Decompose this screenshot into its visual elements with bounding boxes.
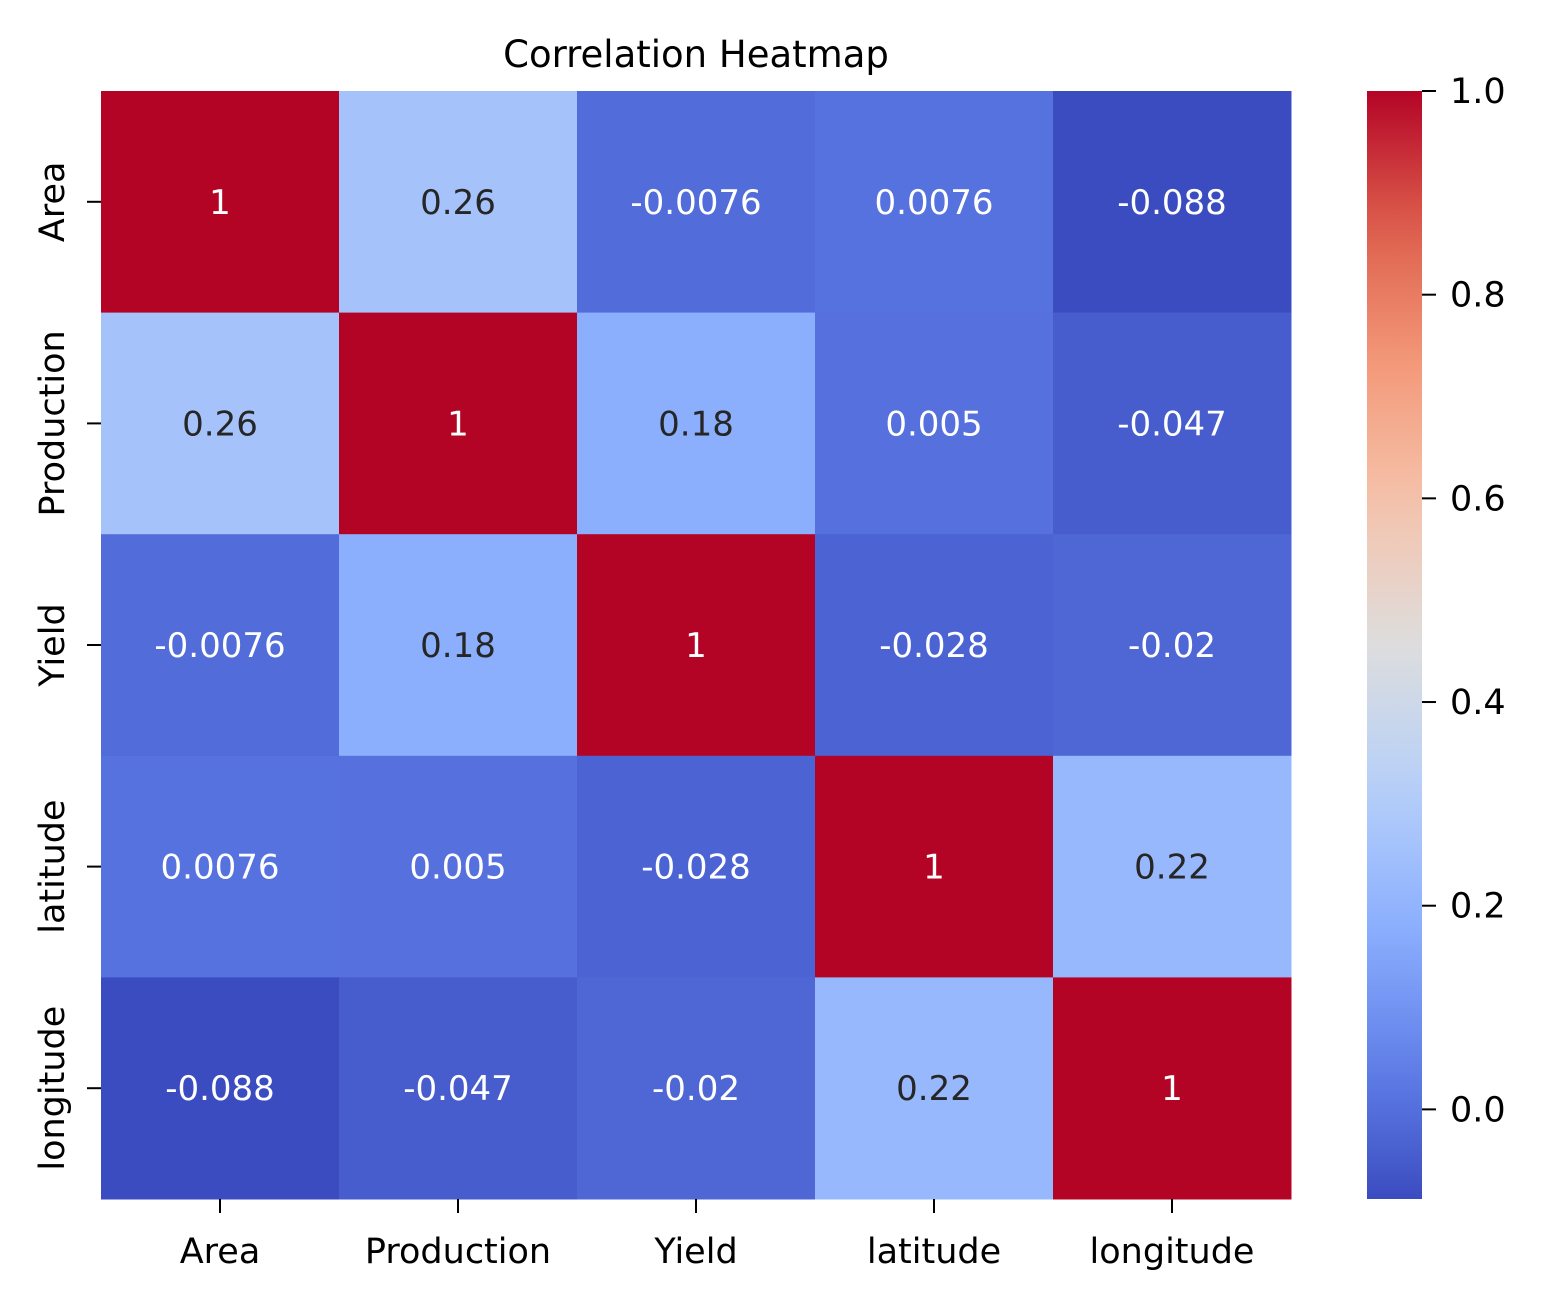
heatmap-cell (101, 312, 340, 535)
heatmap-cells (101, 91, 1292, 1200)
cell-annotation: 0.0076 (875, 183, 994, 223)
cell-annotation: -0.0076 (630, 183, 761, 223)
colorbar: 0.0 0.2 0.4 0.6 0.8 1.0 (1367, 72, 1506, 1199)
colorbar-tick-label: 0.8 (1450, 276, 1506, 316)
heatmap-annotations: 1 0.26 -0.0076 0.0076 -0.088 0.26 1 0.18 0.005 -0… (154, 183, 1226, 1109)
heatmap-cell (577, 977, 816, 1200)
cell-annotation: -0.047 (403, 1069, 513, 1109)
heatmap-cell (815, 755, 1054, 978)
y-tick-label: Area (33, 162, 73, 243)
heatmap-cell (101, 534, 340, 757)
x-tick-label: latitude (867, 1232, 1001, 1272)
x-tick-label: longitude (1090, 1232, 1255, 1272)
cell-annotation: -0.0076 (154, 626, 285, 666)
chart-title: Correlation Heatmap (503, 33, 889, 76)
cell-annotation: -0.088 (1117, 183, 1227, 223)
cell-annotation: 1 (923, 848, 945, 888)
heatmap-cell (815, 977, 1054, 1200)
heatmap-cell (101, 91, 340, 314)
x-axis: Area Production Yield latitude longitude (180, 1199, 1255, 1272)
cell-annotation: 1 (209, 183, 231, 223)
cell-annotation: 1 (447, 404, 469, 444)
cell-annotation: 0.26 (182, 404, 258, 444)
y-tick-label: Yield (33, 603, 73, 687)
cell-annotation: -0.02 (1128, 626, 1216, 666)
x-tick-label: Area (180, 1232, 261, 1272)
cell-annotation: -0.02 (652, 1069, 740, 1109)
colorbar-tick-label: 0.0 (1450, 1090, 1506, 1130)
heatmap-cell (101, 977, 340, 1200)
x-tick-label: Production (365, 1232, 551, 1272)
cell-annotation: 0.005 (885, 404, 982, 444)
colorbar-gradient (1367, 91, 1422, 1199)
heatmap-cell (577, 91, 816, 314)
cell-annotation: -0.028 (641, 848, 751, 888)
cell-annotation: -0.047 (1117, 404, 1227, 444)
y-tick-label: latitude (33, 799, 73, 933)
colorbar-tick-label: 0.4 (1450, 683, 1506, 723)
heatmap-cell (577, 755, 816, 978)
cell-annotation: 0.26 (420, 183, 496, 223)
y-tick-label: longitude (33, 1006, 73, 1171)
cell-annotation: 0.22 (1134, 848, 1210, 888)
heatmap-cell (1053, 534, 1292, 757)
cell-annotation: 0.18 (658, 404, 734, 444)
heatmap-cell (577, 312, 816, 535)
y-tick-label: Production (33, 330, 73, 516)
cell-annotation: 0.18 (420, 626, 496, 666)
heatmap-cell (815, 534, 1054, 757)
cell-annotation: 1 (685, 626, 707, 666)
colorbar-tick-label: 0.6 (1450, 479, 1506, 519)
heatmap-cell (815, 91, 1054, 314)
cell-annotation: 1 (1161, 1069, 1183, 1109)
heatmap-cell (1053, 977, 1292, 1200)
heatmap-cell (577, 534, 816, 757)
cell-annotation: -0.088 (165, 1069, 275, 1109)
heatmap-cell (339, 312, 578, 535)
cell-annotation: 0.0076 (161, 848, 280, 888)
heatmap-cell (339, 91, 578, 314)
colorbar-tick-label: 1.0 (1450, 72, 1506, 112)
heatmap-cell (101, 755, 340, 978)
colorbar-tick-label: 0.2 (1450, 887, 1506, 927)
y-axis: Area Production Yield latitude longitude (33, 162, 101, 1171)
heatmap-cell (339, 755, 578, 978)
heatmap-cell (815, 312, 1054, 535)
cell-annotation: -0.028 (879, 626, 989, 666)
x-tick-label: Yield (653, 1232, 737, 1272)
heatmap-cell (1053, 755, 1292, 978)
heatmap-cell (1053, 91, 1292, 314)
heatmap-cell (1053, 312, 1292, 535)
heatmap-cell (339, 977, 578, 1200)
cell-annotation: 0.22 (896, 1069, 972, 1109)
heatmap-cell (339, 534, 578, 757)
cell-annotation: 0.005 (409, 848, 506, 888)
